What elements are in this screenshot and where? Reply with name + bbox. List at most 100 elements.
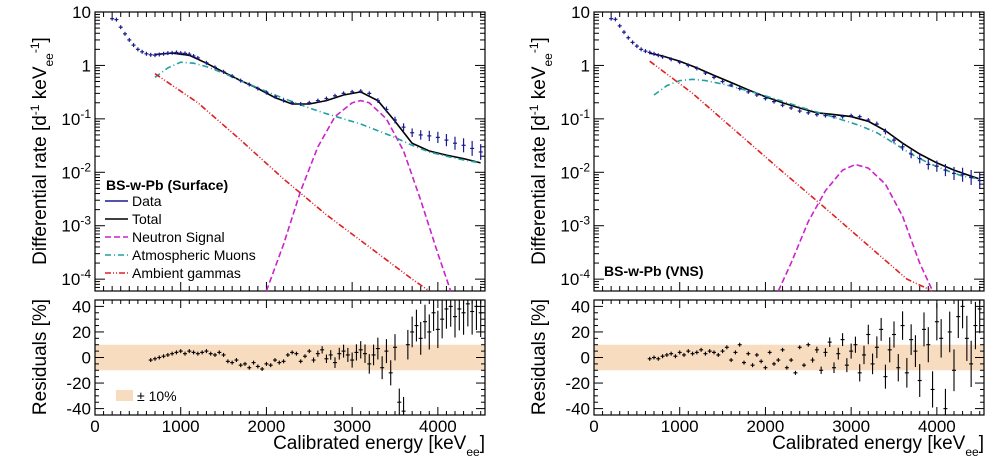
data-point [247,82,252,87]
residual-point [444,300,449,329]
residual-point [746,351,751,356]
residual-point [208,351,213,356]
residual-point [694,350,699,355]
data-point [324,96,329,101]
data-point [157,52,162,57]
residual-point [470,300,475,335]
curve-neutron-signal [265,99,452,292]
data-point [170,50,175,55]
residual-point [401,396,406,415]
residual-point [913,335,918,367]
x-tick-label: 0 [589,417,598,436]
band-legend-label: ± 10% [137,388,177,404]
data-point [626,35,631,40]
residual-point [247,365,252,370]
residual-point [461,300,466,335]
residual-point [200,350,205,355]
legend-label-neutron: Neutron Signal [132,229,225,245]
residual-point [410,316,415,348]
residual-point [251,360,256,365]
data-point [204,60,209,65]
y-axis-label-right: Differential rate [d-1 keVee-1] [527,37,555,265]
data-point [144,51,149,56]
data-point [969,170,974,185]
data-point [418,130,423,140]
y-tick-label: 1 [581,56,590,75]
residual-point [862,345,866,365]
data-point [273,94,277,99]
residual-point [234,358,239,363]
residual-point [943,388,948,415]
data-point [746,89,751,94]
data-point [478,144,483,160]
data-point [461,138,466,153]
y-tick-label: 40 [571,297,590,316]
data-point [763,96,768,101]
y-tick-label: 10 [72,3,91,22]
residual-point [806,342,811,347]
y-tick-label: -40 [565,400,590,419]
residual-point [243,361,247,366]
data-point [934,160,939,172]
residual-point [887,337,892,363]
data-point [960,167,965,182]
x-tick-label: 4000 [918,417,956,436]
panel-right-top: 10-4 10-3 10-2 10-1 1 10 Differential rate [d… [527,3,985,292]
data-point [772,99,776,104]
x-axis-label: Calibrated energy [keVee] [273,433,485,459]
residual-point [703,351,708,356]
panel-left-bottom: 40 20 0 -20 -40 0 1000 2000 3000 4000 Residuals … [30,297,486,459]
data-point [453,136,457,150]
data-point [165,51,170,56]
data-point [281,98,286,103]
curve-atmospheric-muons [653,78,980,180]
residual-point [660,354,665,359]
residual-point [277,360,282,365]
residual-point [195,351,200,356]
plot-frame-left-top [94,11,486,292]
data-point [410,128,415,138]
data-point [290,100,295,105]
curve-ambient-gammas [649,60,933,292]
residual-point [290,350,295,355]
residual-point [879,317,884,341]
residual-point [870,353,875,375]
residual-point [170,351,175,356]
data-point [647,50,652,55]
residual-point [767,350,772,355]
y-tick-label: 0 [581,349,590,368]
residual-point [294,351,299,356]
residual-point [849,343,854,359]
residual-point [759,359,764,364]
residual-point [230,360,235,365]
data-point [161,51,166,56]
residual-point [448,300,453,327]
data-point [797,109,802,114]
residual-point [465,300,470,327]
data-point [892,136,896,144]
residual-point [337,347,342,360]
residual-point [853,336,858,353]
residual-point [780,347,785,352]
y-tick-label: 10-1 [560,107,590,129]
data-point [874,121,879,127]
residual-point [157,355,162,360]
data-point [977,172,982,189]
x-tick-label: 1000 [162,417,200,436]
residual-point [397,388,402,415]
data-point [840,114,845,119]
residual-point [204,349,209,354]
data-point [656,53,661,58]
residual-point [478,300,483,337]
data-point [814,112,819,117]
residual-point [320,346,325,354]
residual-point [733,350,738,355]
residual-point [453,300,457,338]
data-point [238,78,243,83]
residual-point [673,354,678,359]
y-tick-label: 0 [82,349,91,368]
residual-point [819,366,824,374]
data-point [148,52,153,57]
data-point [358,89,363,94]
legend-label-gammas: Ambient gammas [132,265,241,281]
